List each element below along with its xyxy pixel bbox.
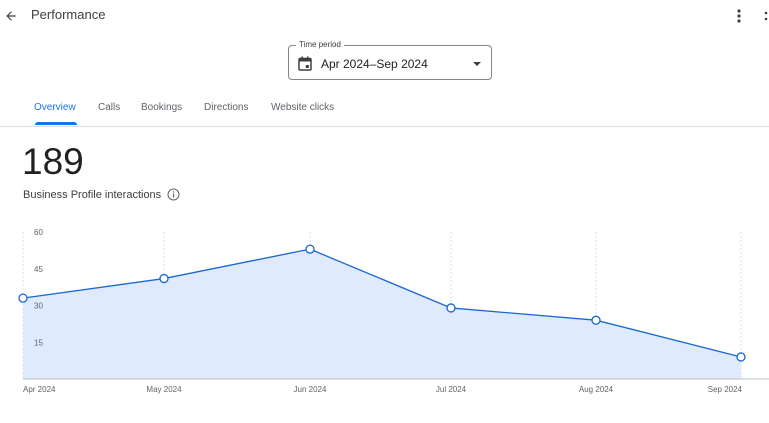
header: Performance	[0, 0, 769, 32]
calendar-icon	[298, 56, 312, 71]
y-tick-label: 45	[34, 265, 43, 274]
data-point	[18, 293, 28, 303]
x-tick-label: Jul 2024	[436, 385, 467, 394]
time-period-value: Apr 2024–Sep 2024	[321, 57, 428, 71]
data-point	[305, 244, 315, 254]
info-icon[interactable]	[167, 188, 180, 201]
x-tick-label: Sep 2024	[708, 385, 743, 394]
time-period-select[interactable]: Time period Apr 2024–Sep 2024	[288, 40, 492, 80]
metric-label: Business Profile interactions	[23, 188, 162, 201]
y-tick-label: 60	[34, 228, 43, 237]
tab-website-clicks[interactable]: Website clicks	[271, 102, 335, 113]
tab-bookings[interactable]: Bookings	[141, 102, 183, 113]
more-vert-icon	[737, 9, 741, 23]
total-interactions-value: 189	[22, 141, 84, 182]
y-tick-label: 30	[34, 302, 43, 311]
tab-overview[interactable]: Overview	[34, 102, 76, 113]
active-tab-indicator	[35, 122, 77, 125]
interactions-chart: 15 30 45 60 Apr 2024 May 2024 Jun 2024 Jul 2024…	[18, 228, 769, 394]
time-period-label: Time period	[296, 40, 344, 50]
x-tick-label: May 2024	[146, 385, 182, 394]
caret-down-icon	[473, 62, 481, 66]
data-point	[159, 273, 169, 284]
x-tick-label: Jun 2024	[294, 385, 327, 394]
x-tick-label: Apr 2024	[23, 385, 56, 394]
arrow-back-icon	[6, 11, 16, 21]
tab-directions[interactable]: Directions	[204, 102, 249, 113]
data-point	[446, 303, 456, 313]
page-title: Performance	[31, 7, 106, 22]
tab-bar: Overview Calls Bookings Directions Websi…	[0, 98, 769, 127]
y-tick-label: 15	[34, 338, 43, 347]
series-line	[22, 248, 742, 358]
metric-row: Business Profile interactions	[23, 188, 180, 201]
series-area	[23, 249, 741, 379]
tab-calls[interactable]: Calls	[98, 102, 121, 113]
back-button[interactable]	[2, 7, 20, 25]
overflow-menu-button[interactable]	[760, 7, 769, 25]
more-vert-icon	[764, 11, 768, 21]
more-options-button[interactable]	[731, 7, 747, 25]
data-point	[736, 352, 746, 362]
data-point	[591, 315, 601, 325]
x-tick-label: Aug 2024	[579, 385, 614, 394]
